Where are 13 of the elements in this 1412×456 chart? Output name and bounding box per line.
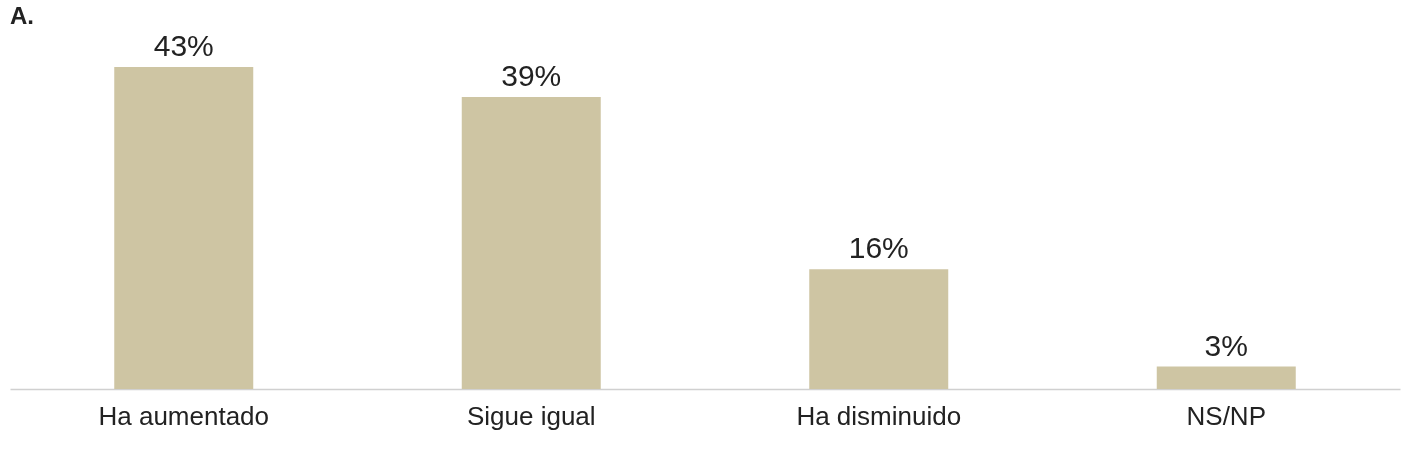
data-label: 16% bbox=[848, 231, 909, 265]
x-tick-label: Sigue igual bbox=[466, 400, 596, 431]
x-tick-label: Ha aumentado bbox=[98, 400, 270, 431]
bar bbox=[1156, 366, 1296, 389]
bar bbox=[114, 66, 254, 389]
bar bbox=[461, 96, 601, 389]
data-label: 43% bbox=[153, 28, 214, 62]
data-label: 39% bbox=[501, 58, 562, 92]
x-tick-label: NS/NP bbox=[1186, 400, 1266, 431]
data-label: 3% bbox=[1204, 328, 1248, 362]
bar bbox=[809, 269, 949, 389]
chart-title: A. bbox=[10, 2, 34, 29]
x-tick-label: Ha disminuido bbox=[796, 400, 962, 431]
